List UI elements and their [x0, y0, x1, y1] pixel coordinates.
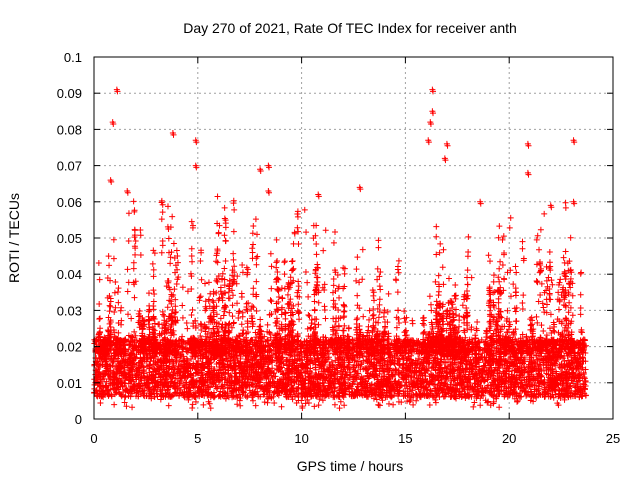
data-point	[347, 372, 354, 379]
data-point	[239, 376, 246, 383]
data-point	[479, 350, 486, 357]
data-point	[418, 378, 425, 385]
data-point	[214, 384, 221, 391]
data-point	[441, 353, 448, 360]
data-point	[140, 369, 147, 376]
data-point	[150, 387, 157, 394]
data-point	[140, 354, 147, 361]
data-point	[402, 379, 409, 386]
data-point	[269, 365, 276, 372]
data-point	[527, 388, 534, 395]
data-point	[216, 392, 223, 399]
data-point	[477, 374, 484, 381]
data-point	[141, 373, 148, 380]
data-point	[295, 352, 302, 359]
data-point	[309, 378, 316, 385]
data-point	[223, 379, 230, 386]
data-point	[367, 363, 374, 370]
data-point	[173, 354, 180, 361]
data-point	[103, 388, 110, 395]
data-point	[260, 391, 267, 398]
data-point	[170, 371, 177, 378]
data-point	[141, 387, 148, 394]
data-point	[219, 382, 226, 389]
data-point	[358, 361, 365, 368]
data-point	[210, 389, 217, 396]
data-point	[298, 349, 305, 356]
data-point	[103, 383, 110, 390]
data-points	[91, 86, 590, 412]
data-point	[242, 392, 249, 399]
chart-title: Day 270 of 2021, Rate Of TEC Index for r…	[183, 20, 517, 36]
data-point	[283, 357, 290, 364]
data-point	[267, 347, 274, 354]
